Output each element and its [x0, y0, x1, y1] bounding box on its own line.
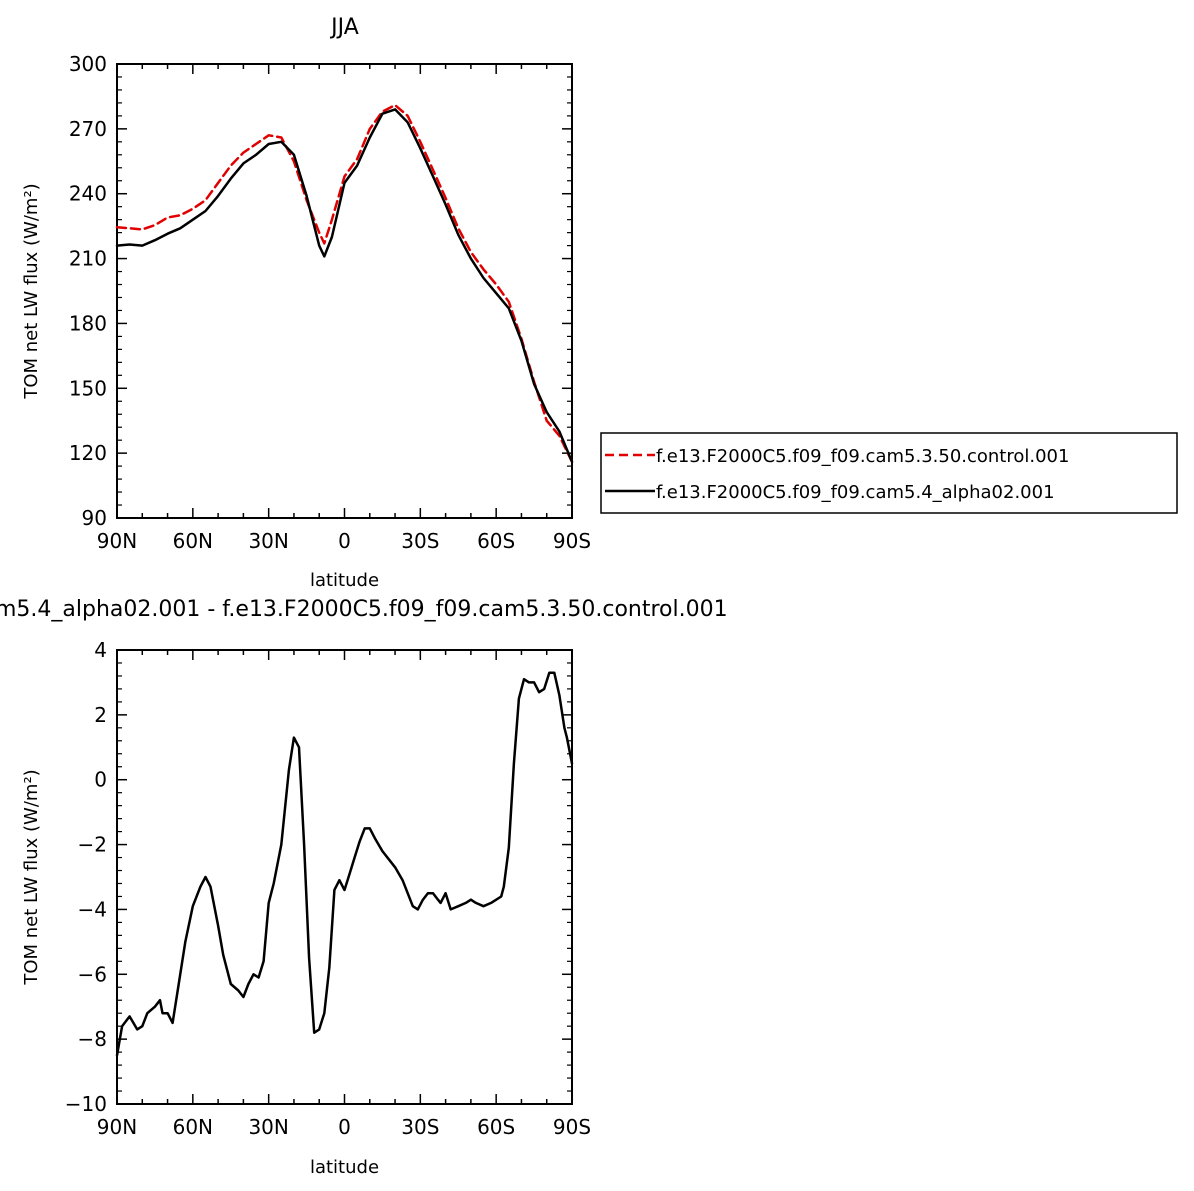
series-line-0: [115, 103, 574, 464]
plot-title: JJA: [329, 15, 359, 40]
x-axis-title: latitude: [310, 1157, 379, 1178]
y-tick-label: −10: [65, 1092, 107, 1116]
x-tick-label: 30N: [248, 529, 288, 553]
y-tick-label: 150: [69, 376, 107, 400]
y-axis-title: TOM net LW flux (W/m²): [21, 769, 42, 985]
plot-frame: [116, 63, 573, 519]
y-tick-label: 90: [82, 506, 107, 530]
y-tick-label: 120: [69, 441, 107, 465]
x-tick-label: 30S: [401, 529, 439, 553]
y-tick-label: −6: [78, 962, 107, 986]
x-tick-label: 0: [338, 1115, 351, 1139]
legend: f.e13.F2000C5.f09_f09.cam5.3.50.control.…: [600, 432, 1178, 514]
x-tick-label: 90S: [553, 529, 591, 553]
y-tick-label: −4: [78, 897, 107, 921]
top-panel: JJA 90N 60N 30N 0 30S 60S 90S 90 120 150 180 210 240 2…: [21, 15, 591, 591]
y-tick-label: 4: [94, 638, 107, 662]
x-tick-label: 90S: [553, 1115, 591, 1139]
y-tick-label: 300: [69, 52, 107, 76]
y-axis-title: TOM net LW flux (W/m²): [21, 183, 42, 399]
y-tick-label: 210: [69, 247, 107, 271]
y-tick-label: 0: [94, 768, 107, 792]
x-axis-title: latitude: [310, 570, 379, 591]
x-tick-label: 60S: [477, 529, 515, 553]
x-tick-label: 60N: [173, 1115, 213, 1139]
y-tick-label: 180: [69, 311, 107, 335]
y-tick-label: 2: [94, 703, 107, 727]
legend-entry: f.e13.F2000C5.f09_f09.cam5.4_alpha02.001: [656, 482, 1055, 503]
x-tick-label: 90N: [97, 529, 137, 553]
legend-box: [600, 432, 1178, 514]
series-line-1: [115, 108, 574, 464]
y-tick-label: −2: [78, 833, 107, 857]
x-tick-label: 60N: [173, 529, 213, 553]
y-tick-label: −8: [78, 1027, 107, 1051]
y-tick-label: 240: [69, 182, 107, 206]
plot-frame: [116, 649, 573, 1105]
x-tick-label: 90N: [97, 1115, 137, 1139]
x-tick-label: 30N: [248, 1115, 288, 1139]
x-tick-label: 0: [338, 529, 351, 553]
legend-entry: f.e13.F2000C5.f09_f09.cam5.3.50.control.…: [656, 446, 1069, 467]
bottom-panel: .cam5.4_alpha02.001 - f.e13.F2000C5.f09_…: [0, 597, 728, 1178]
x-tick-label: 60S: [477, 1115, 515, 1139]
plot-title: .cam5.4_alpha02.001 - f.e13.F2000C5.f09_…: [0, 597, 728, 622]
x-tick-label: 30S: [401, 1115, 439, 1139]
series-line-0: [115, 671, 574, 1057]
y-tick-label: 270: [69, 117, 107, 141]
